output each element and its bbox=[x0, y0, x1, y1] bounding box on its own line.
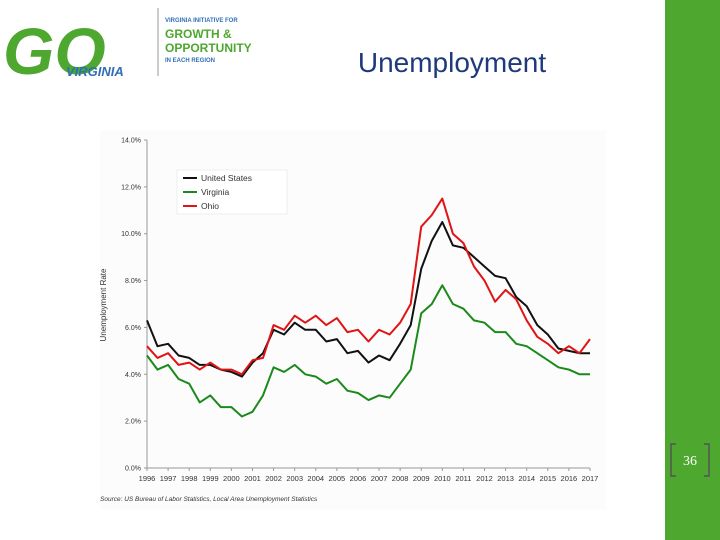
page-number-bracket bbox=[670, 443, 710, 477]
slide-title: Unemployment bbox=[358, 47, 547, 78]
x-tick-label: 2002 bbox=[265, 474, 282, 483]
logo-line: VIRGINIA INITIATIVE FOR bbox=[165, 18, 238, 24]
logo-line: OPPORTUNITY bbox=[165, 41, 252, 55]
x-tick-label: 1998 bbox=[181, 474, 198, 483]
x-tick-label: 2014 bbox=[518, 474, 535, 483]
series-line bbox=[146, 284, 590, 418]
x-tick-label: 2009 bbox=[413, 474, 430, 483]
x-tick-label: 2003 bbox=[286, 474, 303, 483]
legend-label: Virginia bbox=[201, 187, 229, 197]
y-tick-label: 2.0% bbox=[125, 419, 141, 426]
y-axis-label: Unemployment Rate bbox=[99, 268, 108, 341]
y-tick-label: 6.0% bbox=[125, 325, 141, 332]
x-tick-label: 2011 bbox=[455, 474, 471, 483]
chart: Unemployment Rate Source: US Bureau of L… bbox=[99, 130, 606, 510]
y-tick-label: 14.0% bbox=[121, 138, 141, 145]
x-tick-label: 2005 bbox=[329, 474, 346, 483]
x-tick-label: 2013 bbox=[497, 474, 514, 483]
y-tick-label: 10.0% bbox=[121, 231, 141, 238]
y-tick-label: 12.0% bbox=[121, 184, 141, 191]
source-note: Source: US Bureau of Labor Statistics, L… bbox=[100, 496, 318, 503]
x-tick-label: 2008 bbox=[392, 474, 409, 483]
y-tick-label: 4.0% bbox=[125, 372, 141, 379]
x-tick-label: 2010 bbox=[434, 474, 451, 483]
legend-label: Ohio bbox=[201, 201, 219, 211]
chart-background bbox=[100, 130, 606, 510]
x-tick-label: 1996 bbox=[139, 474, 156, 483]
x-tick-label: 2000 bbox=[223, 474, 240, 483]
logo-mark: GO bbox=[3, 14, 106, 88]
x-tick-label: 2017 bbox=[582, 474, 599, 483]
side-bar bbox=[665, 0, 720, 540]
page-number: 36 bbox=[683, 454, 697, 469]
x-tick-label: 2006 bbox=[350, 474, 367, 483]
x-tick-label: 2012 bbox=[476, 474, 493, 483]
x-tick-label: 1997 bbox=[160, 474, 177, 483]
x-tick-label: 1999 bbox=[202, 474, 219, 483]
x-tick-label: 2015 bbox=[539, 474, 556, 483]
legend-label: United States bbox=[201, 173, 252, 183]
series-line bbox=[146, 197, 591, 376]
logo-state: VIRGINIA bbox=[66, 64, 124, 79]
logo-line: GROWTH & bbox=[165, 27, 232, 41]
y-tick-label: 0.0% bbox=[125, 466, 141, 473]
logo-line: IN EACH REGION bbox=[165, 58, 215, 64]
x-tick-label: 2016 bbox=[561, 474, 578, 483]
y-tick-label: 8.0% bbox=[125, 278, 141, 285]
x-tick-label: 2004 bbox=[307, 474, 324, 483]
x-tick-label: 2007 bbox=[371, 474, 388, 483]
x-tick-label: 2001 bbox=[244, 474, 261, 483]
